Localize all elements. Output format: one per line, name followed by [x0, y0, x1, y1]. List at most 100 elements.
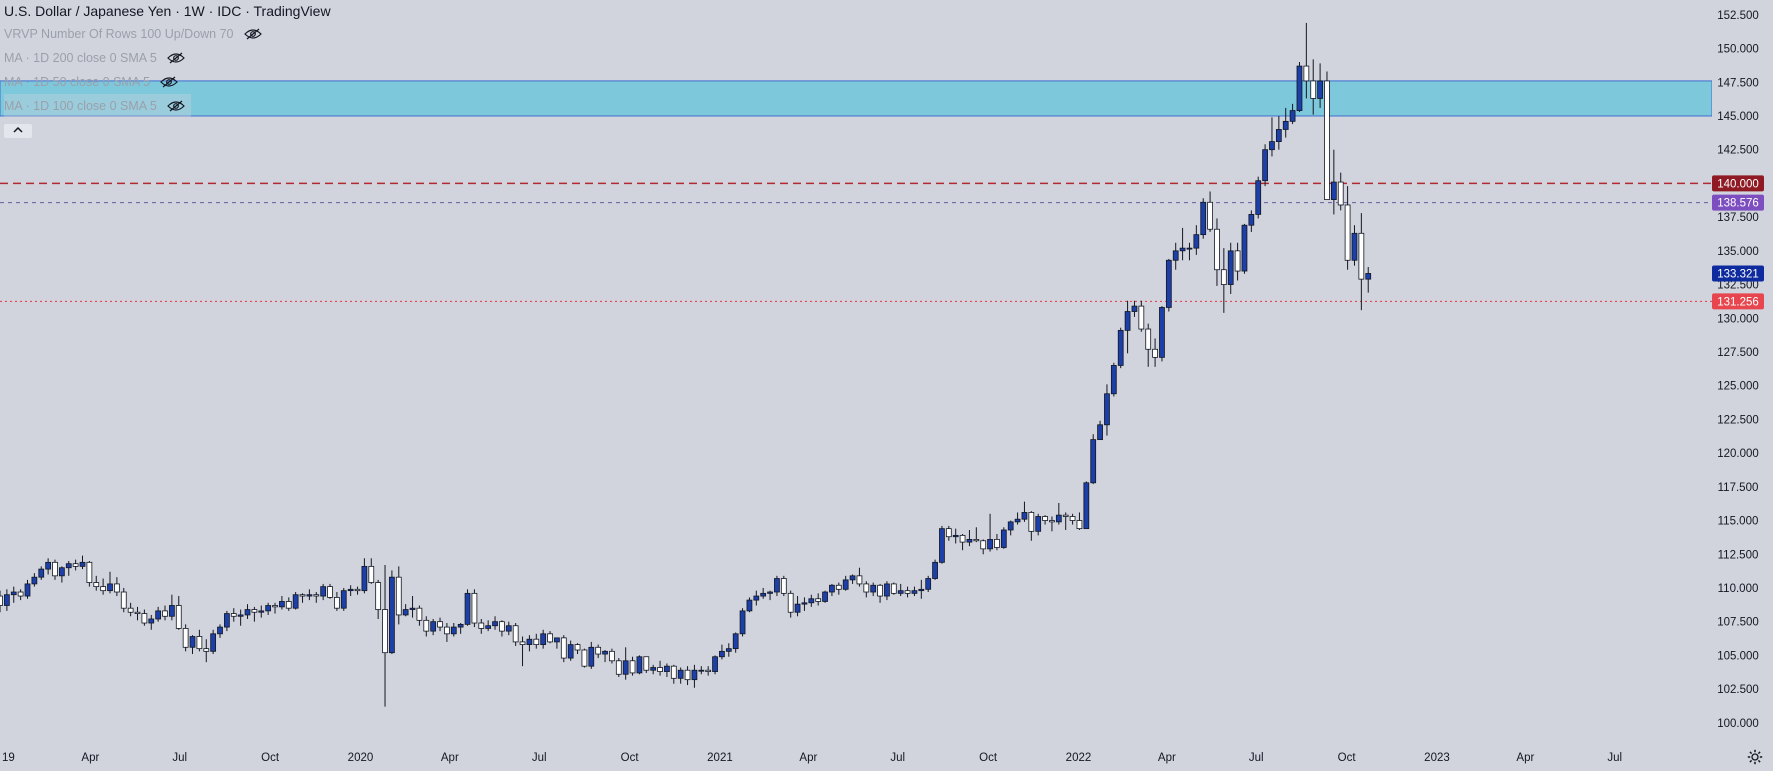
indicator-ma-50[interactable]: MA · 1D 50 close 0 SMA 5: [4, 70, 331, 94]
candle-body: [1234, 250, 1241, 272]
candle: [760, 587, 767, 599]
price-axis[interactable]: 100.000 102.500 105.000 107.500 110.000 112.5…: [1712, 0, 1773, 771]
price-label[interactable]: 133.321: [1712, 265, 1764, 282]
candle-body: [554, 637, 560, 643]
candle: [416, 605, 423, 626]
eye-slash-icon[interactable]: [167, 100, 185, 112]
candle-body: [93, 582, 100, 588]
candle: [959, 534, 966, 551]
candle-body: [547, 633, 553, 643]
candle: [1069, 513, 1076, 525]
candle: [93, 575, 100, 591]
candle: [120, 587, 127, 613]
y-tick-label: 117.500: [1718, 482, 1759, 494]
candle: [1275, 115, 1282, 150]
price-label-bg: [1712, 175, 1764, 192]
x-tick-label: Apr: [81, 752, 99, 764]
candle: [1083, 481, 1090, 530]
candle: [1310, 59, 1317, 115]
candle-body: [739, 610, 746, 635]
price-label[interactable]: 140.000: [1712, 175, 1764, 192]
x-tick-label: Apr: [799, 752, 817, 764]
candle: [560, 635, 567, 663]
price-label[interactable]: 131.256: [1712, 293, 1764, 310]
candle: [856, 567, 863, 587]
candle-body: [347, 588, 354, 592]
candle-body: [327, 586, 333, 598]
candle: [767, 590, 773, 601]
candle-body: [354, 588, 361, 592]
candle: [196, 629, 203, 652]
indicator-ma-200[interactable]: MA · 1D 200 close 0 SMA 5: [4, 46, 331, 70]
candle: [1248, 210, 1255, 232]
candle: [1124, 300, 1131, 354]
candle-body: [45, 561, 52, 570]
candle: [884, 581, 890, 601]
candle: [86, 560, 93, 587]
candle: [1138, 300, 1145, 332]
candle-body: [629, 660, 636, 674]
eye-slash-icon[interactable]: [160, 76, 178, 88]
candle-body: [939, 528, 945, 563]
candle-body: [114, 583, 120, 593]
candle-body: [1131, 305, 1138, 312]
y-tick-label: 130.000: [1717, 313, 1759, 325]
candle-body: [650, 667, 657, 671]
time-axis[interactable]: 19 Apr Jul Oct 2020 Apr Jul Oct 2021 Apr Jul Oct 202…: [2, 752, 1622, 764]
candle-body: [437, 621, 443, 628]
y-tick-label: 112.500: [1718, 549, 1759, 561]
candle: [554, 637, 560, 649]
candle: [114, 577, 120, 597]
candle: [313, 592, 320, 603]
candle-body: [1097, 424, 1103, 441]
y-tick-label: 137.500: [1717, 212, 1759, 224]
candle-body: [368, 565, 375, 583]
symbol-title[interactable]: U.S. Dollar / Japanese Yen · 1W · IDC · …: [4, 3, 331, 19]
candle-body: [230, 613, 237, 617]
candle: [265, 602, 272, 615]
candle: [1200, 198, 1207, 239]
candle-body: [1179, 247, 1186, 252]
candle-body: [1296, 65, 1303, 111]
candle-body: [279, 601, 285, 608]
eye-slash-icon[interactable]: [167, 52, 185, 64]
candle-body: [485, 625, 492, 629]
candle: [361, 558, 368, 594]
candle: [1330, 149, 1337, 215]
candle: [175, 596, 182, 630]
legend-collapse-button[interactable]: [4, 124, 32, 138]
candle: [512, 623, 519, 646]
candle: [1097, 420, 1103, 441]
candle: [127, 602, 134, 617]
candle-body: [581, 649, 588, 667]
candle-body: [1138, 305, 1145, 330]
candle: [1186, 242, 1193, 261]
indicator-vrvp[interactable]: VRVP Number Of Rows 100 Up/Down 70: [4, 22, 331, 46]
candle-body: [787, 592, 794, 613]
candle-body: [1083, 482, 1090, 530]
candle-body: [382, 609, 388, 654]
horizontal-lines-layer: [0, 182, 1712, 302]
price-label[interactable]: 138.576: [1712, 194, 1764, 211]
candle-body: [217, 626, 223, 635]
candle: [581, 648, 588, 668]
candle-body: [1303, 65, 1310, 82]
candle: [224, 610, 230, 632]
candles-layer: [0, 22, 1372, 707]
candle-body: [918, 588, 925, 592]
indicator-ma-100[interactable]: MA · 1D 100 close 0 SMA 5: [4, 94, 191, 118]
eye-slash-icon[interactable]: [243, 28, 262, 40]
candle-body: [574, 644, 581, 651]
candle: [911, 586, 918, 597]
candle-body: [842, 579, 849, 590]
candle: [1214, 218, 1220, 286]
candle: [306, 589, 313, 601]
candle: [340, 587, 347, 611]
candle-body: [1090, 439, 1097, 484]
candle: [505, 621, 512, 636]
candle-body: [457, 623, 464, 628]
gear-icon[interactable]: [1747, 749, 1763, 765]
candle-body: [299, 594, 306, 597]
candle-body: [499, 621, 505, 632]
